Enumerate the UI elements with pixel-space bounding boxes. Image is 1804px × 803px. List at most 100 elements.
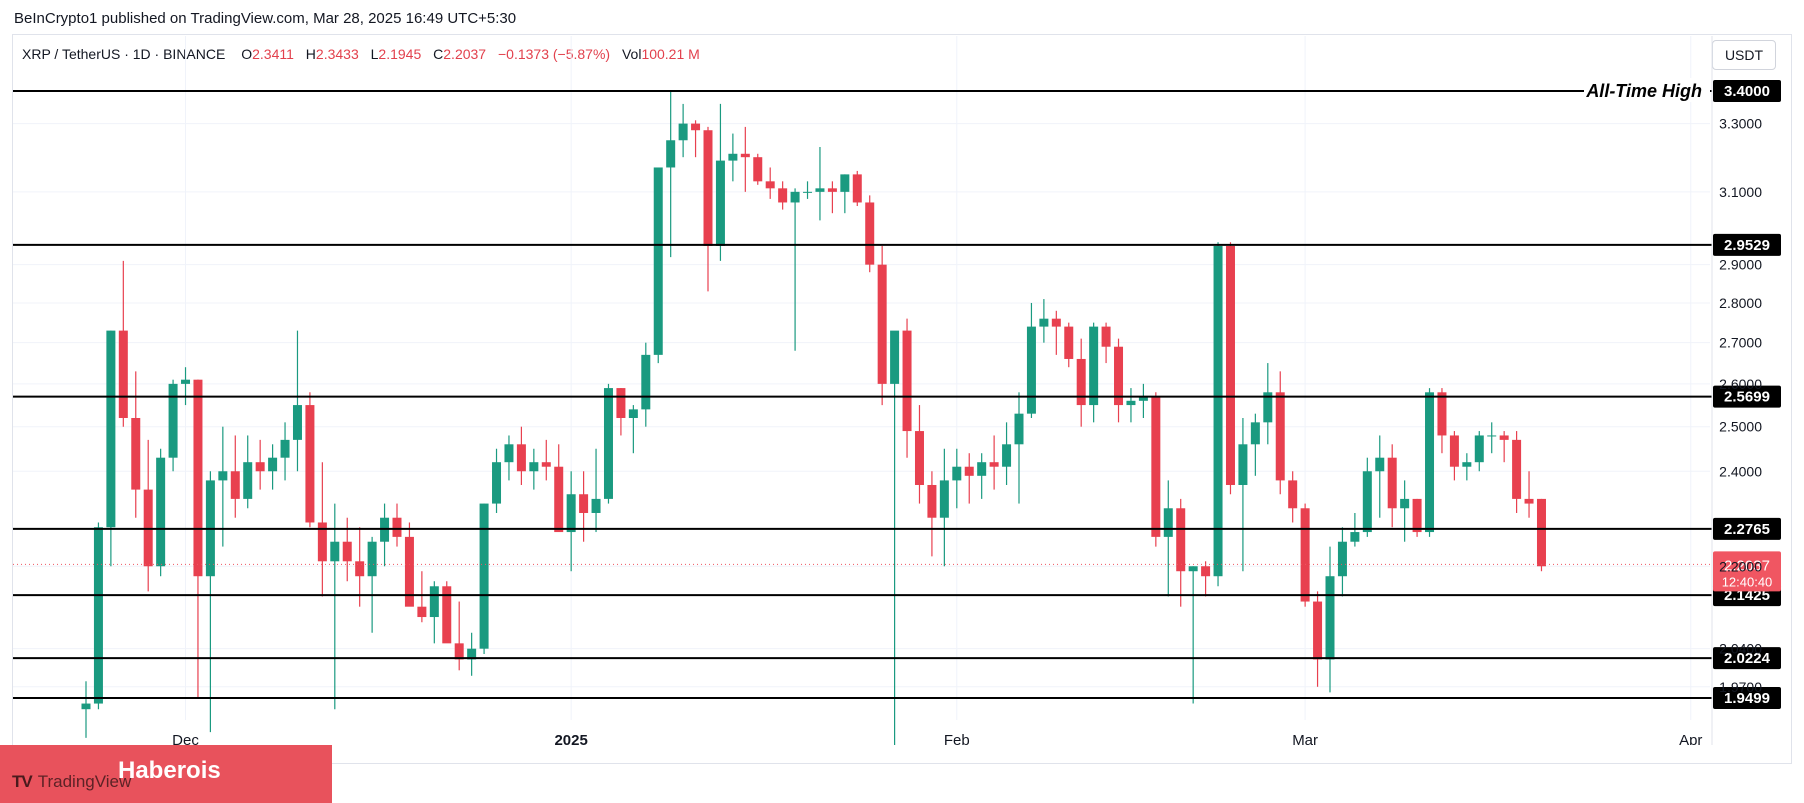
candle-body <box>342 541 352 562</box>
low-value: 2.1945 <box>378 46 422 62</box>
candle-body <box>1126 400 1136 406</box>
candle-body <box>977 462 987 476</box>
candle <box>205 471 215 733</box>
candle <box>952 448 962 509</box>
candle <box>778 181 788 210</box>
candle-body <box>243 462 253 499</box>
candle-body <box>865 202 875 265</box>
candle-body <box>417 606 427 618</box>
candle <box>181 367 191 406</box>
candle-body <box>330 541 340 562</box>
level-price-tag <box>1713 233 1781 256</box>
candle-body <box>1300 508 1310 602</box>
tradingview-text: TradingView <box>37 772 132 791</box>
candle-body <box>840 174 850 192</box>
last-price-label: 2.2037 <box>1724 557 1770 574</box>
tradingview-logo[interactable]: TV TradingView <box>12 772 131 792</box>
candle-body <box>952 466 962 481</box>
candle <box>355 527 365 607</box>
candle <box>877 245 887 406</box>
candle-body <box>516 444 526 472</box>
level-price-label: 2.0224 <box>1724 650 1771 667</box>
y-tick-label: 2.8000 <box>1719 295 1762 311</box>
candle-body <box>1362 471 1372 533</box>
candle-body <box>1188 566 1198 572</box>
candle-body <box>280 439 290 458</box>
candle <box>827 181 837 214</box>
candle <box>1275 371 1285 495</box>
candle-body <box>268 457 278 472</box>
ath-annotation: All-Time High <box>1585 81 1702 101</box>
level-price-tag <box>1713 647 1781 670</box>
candle <box>380 503 390 567</box>
y-tick-label: 3.1000 <box>1719 184 1762 200</box>
x-tick-label: Apr <box>1679 732 1702 745</box>
candle-body <box>1437 392 1447 436</box>
level-price-label: 2.5699 <box>1724 389 1770 406</box>
volume-value: 100.21 M <box>641 46 700 62</box>
symbol-title[interactable]: XRP / TetherUS · 1D · BINANCE <box>22 46 226 62</box>
candle <box>554 444 564 533</box>
candle-body <box>1238 444 1248 485</box>
candle <box>740 126 750 192</box>
candle <box>753 153 763 185</box>
candle-body <box>156 457 166 567</box>
candle <box>616 388 626 436</box>
x-tick-label: Mar <box>1292 732 1318 745</box>
level-price-tag <box>1713 687 1781 709</box>
y-tick-label: 1.9700 <box>1719 679 1762 695</box>
x-tick-label: 2025 <box>554 732 587 745</box>
candle-body <box>790 191 800 203</box>
candle-body <box>442 586 452 644</box>
candle <box>691 120 701 158</box>
open-value: 2.3411 <box>252 46 294 62</box>
y-tick-label: 2.5000 <box>1719 419 1762 435</box>
candle-body <box>1487 435 1497 437</box>
candle-body <box>1014 413 1024 445</box>
candle <box>728 133 738 182</box>
candle-body <box>467 648 477 660</box>
candle-body <box>1026 326 1036 414</box>
low-label: L <box>370 46 379 62</box>
candle-body <box>1400 498 1410 509</box>
y-tick-label: 2.7000 <box>1719 335 1762 351</box>
candle-body <box>1051 318 1061 327</box>
candle <box>504 435 514 481</box>
candle <box>666 91 676 258</box>
candle <box>541 439 551 481</box>
candle-body <box>628 409 638 418</box>
candle <box>1449 431 1459 481</box>
candle-body <box>815 188 825 192</box>
candle-body <box>1412 498 1422 533</box>
candle-body <box>392 517 402 537</box>
candle-body <box>877 264 887 384</box>
candle <box>1263 363 1273 445</box>
candle <box>653 167 663 364</box>
candle-body <box>1089 326 1099 406</box>
candle <box>1300 503 1310 607</box>
candle <box>255 439 265 490</box>
candle-body <box>902 330 912 432</box>
candle-body <box>504 444 514 463</box>
candle <box>367 536 377 633</box>
countdown-label: 12:40:40 <box>1722 574 1773 589</box>
candle <box>1387 444 1397 528</box>
candle-body <box>765 181 775 189</box>
candle-body <box>131 417 141 490</box>
candle <box>168 379 178 472</box>
candle <box>703 126 713 292</box>
candle <box>989 435 999 490</box>
candle-body <box>1039 318 1049 327</box>
candle-body <box>106 330 116 528</box>
y-tick-label: 2.4000 <box>1719 463 1762 479</box>
candle-body <box>230 471 240 499</box>
candle-body <box>93 527 103 704</box>
candle <box>927 471 937 557</box>
candle <box>815 146 825 221</box>
close-value: 2.2037 <box>443 46 487 62</box>
candlestick-chart[interactable]: 3.4000 All-Time High 2.9529 2.5699 2.2765 2.1… <box>0 0 1804 745</box>
candle <box>1524 471 1534 518</box>
candle <box>143 439 153 592</box>
candle <box>1462 453 1472 481</box>
candle-body <box>1201 566 1211 577</box>
